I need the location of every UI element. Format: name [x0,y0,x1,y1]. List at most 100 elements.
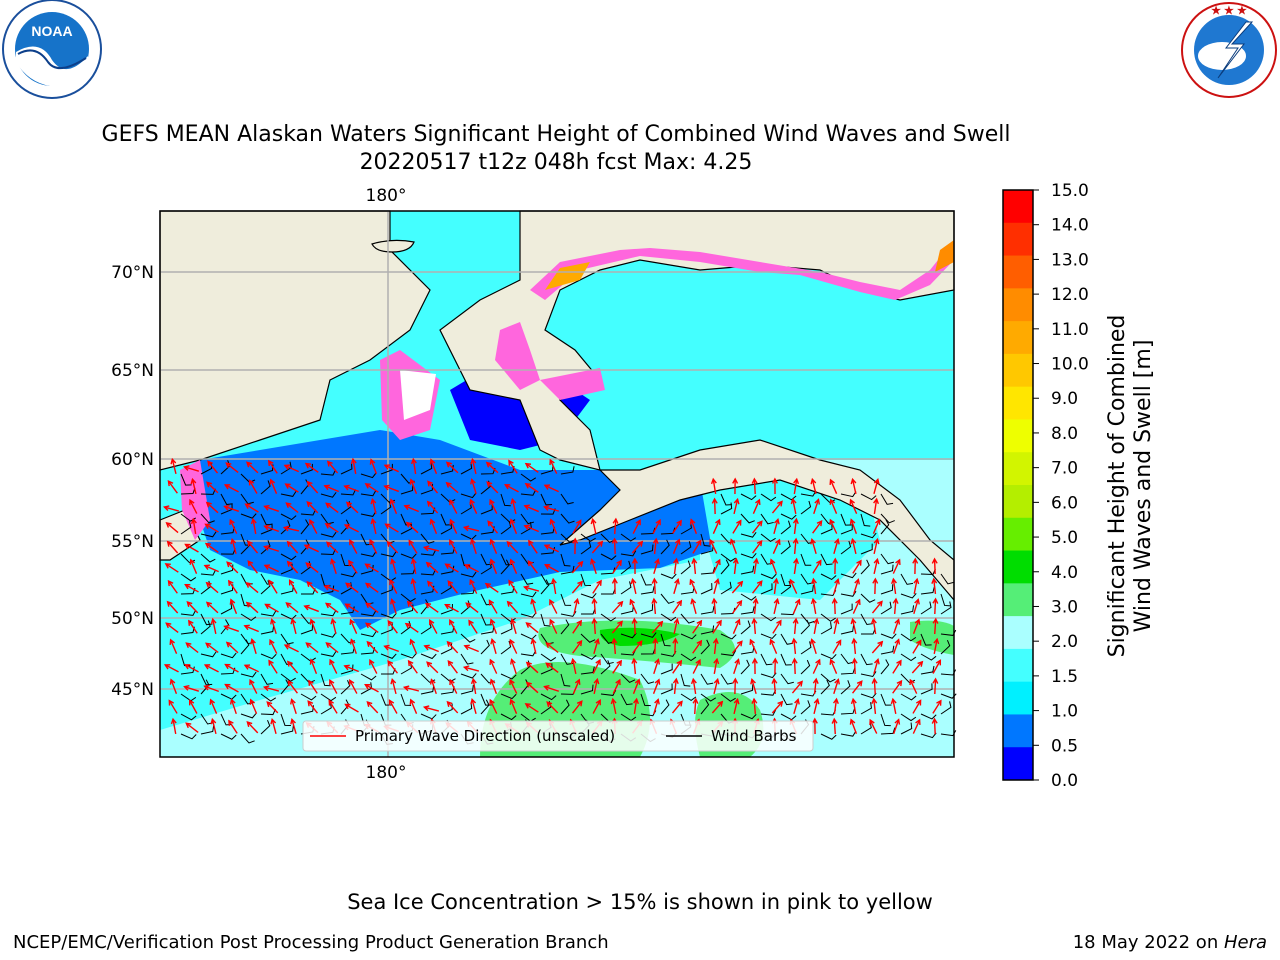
wave-arrowhead [544,564,551,570]
wave-arrowhead [246,461,253,468]
wave-arrowhead [654,678,661,685]
wave-arrowhead [484,582,492,589]
wave-arrowhead [267,459,274,466]
wind-barb [340,606,355,615]
wave-arrowhead [873,557,880,565]
wave-arrowhead [263,504,270,511]
wave-arrow [365,483,379,493]
wind-barb [380,613,397,619]
wave-arrow [752,580,763,594]
wave-arrowhead [773,517,780,525]
wind-barb [360,673,377,681]
wave-arrow [593,679,599,695]
wave-arrow [406,522,419,534]
wave-arrowhead [524,703,531,709]
wave-arrowhead [229,598,236,605]
wind-barb [660,633,671,647]
wave-arrow [852,560,862,574]
wave-arrowhead [812,677,819,684]
wind-barb [480,593,493,606]
wind-barb [560,553,571,567]
wave-arrowhead [713,577,720,585]
wave-arrow [365,582,379,593]
wind-barb [180,666,195,675]
wave-arrow [613,518,617,535]
wave-arrow [326,541,339,554]
wave-arrow [164,506,180,512]
wave-arrowhead [895,558,901,566]
wave-arrowhead [328,699,334,706]
wind-barb [280,713,291,727]
colorbar-tick-label: 3.0 [1051,597,1078,617]
wave-arrow [912,719,921,734]
wave-arrow [469,499,478,514]
wind-barb [180,733,197,740]
wave-arrowhead [184,664,191,670]
wave-arrowhead [915,718,921,726]
wind-barb [260,513,273,526]
wind-barb [300,623,313,635]
wave-arrow [165,622,179,634]
wave-arrow [404,686,420,692]
wave-arrow [544,564,559,573]
wave-arrow [284,644,299,653]
wave-arrow [572,640,583,654]
wave-arrowhead [463,644,470,651]
wind-barb [580,666,595,675]
wave-arrow [545,662,559,674]
colorbar-segment [1003,321,1033,355]
wave-arrow [391,679,397,695]
graticule [160,211,954,757]
wave-arrow [853,579,860,595]
wind-barb [500,559,510,575]
wind-barb [640,632,657,638]
wave-arrowhead [651,597,658,604]
wave-arrow [205,523,219,533]
wave-arrow [731,581,743,594]
wave-arrow [770,639,778,654]
wave-arrow [212,619,217,635]
wave-arrowhead [288,579,295,586]
plot-title: GEFS MEAN Alaskan Waters Significant Hei… [101,122,1011,147]
wave-arrowhead [733,497,740,505]
wave-arrow [166,522,179,534]
wind-barb [860,702,872,715]
wind-barb [740,606,755,615]
wave-arrow [892,559,901,574]
wave-arrowhead [389,498,396,505]
wave-arrow [427,501,439,514]
wave-arrow [304,544,319,553]
wave-arrowhead [246,720,253,728]
wave-arrowhead [792,617,799,624]
wave-arrow [464,564,479,573]
wind-barb [580,533,596,542]
wave-arrowhead [305,562,312,569]
wave-arrowhead [775,538,781,545]
wave-arrow [366,641,379,654]
wind-barb [400,653,417,659]
wind-barb [220,564,234,575]
wave-arrowhead [423,644,430,651]
wave-arrow [225,462,239,474]
wind-barb [720,693,736,702]
wave-arrow [873,659,879,675]
wave-arrowhead [850,537,857,545]
wind-barb [880,601,892,615]
wave-arrowhead [369,658,375,666]
wind-barb [560,619,570,635]
wave-arrow [633,658,637,675]
wave-arrowhead [834,578,840,585]
wind-barb [840,590,857,597]
wave-arrow [709,539,718,554]
wave-arrowhead [264,603,271,610]
wave-arrowhead [326,541,333,548]
wave-arrowhead [894,618,901,625]
wave-arrowhead [489,538,496,545]
wind-barb [520,633,537,640]
wind-barb [240,712,257,719]
wave-arrow [471,479,477,495]
wave-arrow [410,639,418,654]
wave-arrowhead [530,637,537,645]
wave-arrow [793,559,798,575]
wave-arrowhead [244,503,251,509]
